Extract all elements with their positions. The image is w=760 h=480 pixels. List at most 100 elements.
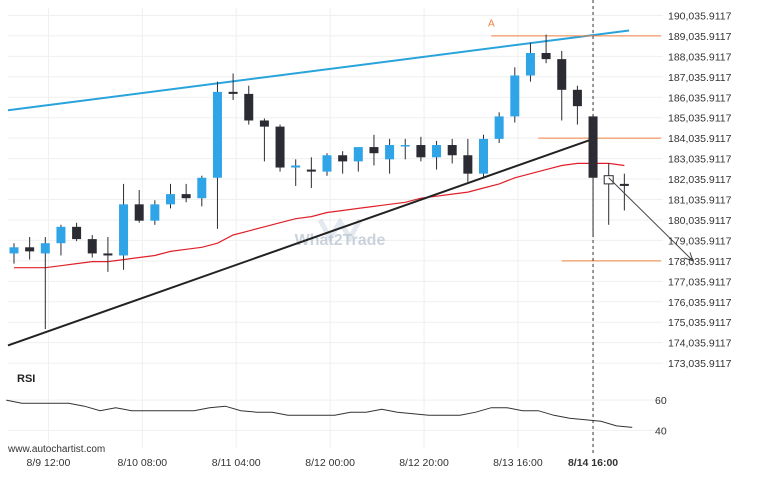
candle — [212, 81, 222, 229]
candle-body — [134, 204, 144, 221]
y-tick-label: 185,035.9117 — [668, 113, 732, 125]
rsi-tick-label: 40 — [655, 425, 667, 437]
candle — [557, 50, 567, 121]
watermark-text: What2Trade — [295, 232, 386, 249]
candle-body — [369, 147, 379, 154]
candle — [385, 138, 395, 174]
candle — [322, 153, 332, 176]
candle — [416, 136, 426, 162]
candle-body — [119, 204, 129, 256]
candle-body — [103, 253, 113, 256]
candle-body — [87, 239, 97, 254]
candle-body — [244, 93, 254, 121]
candle — [275, 124, 285, 172]
candle-body — [400, 145, 410, 147]
candle-body — [322, 155, 332, 172]
candle — [306, 157, 316, 188]
candle — [400, 138, 410, 160]
x-tick-label: 8/13 16:00 — [493, 457, 543, 469]
candle — [369, 134, 379, 166]
candle — [603, 163, 614, 225]
y-tick-label: 182,035.9117 — [668, 174, 732, 186]
candle — [197, 175, 207, 207]
y-tick-label: 187,035.9117 — [668, 72, 732, 84]
y-tick-label: 173,035.9117 — [668, 358, 732, 370]
y-tick-label: 178,035.9117 — [668, 256, 732, 268]
candle-body — [181, 194, 191, 199]
trendline-layer — [7, 29, 630, 347]
y-axis: 190,035.9117 189,035.9117 188,035.9117 187,… — [655, 10, 732, 437]
candle-body — [557, 59, 567, 90]
y-tick-label: 180,035.9117 — [668, 215, 732, 227]
candle-body — [572, 89, 582, 107]
x-tick-label: 8/10 08:00 — [118, 457, 168, 469]
candle — [447, 138, 457, 164]
candle — [244, 85, 254, 125]
candle-body — [306, 169, 316, 172]
candle — [510, 67, 520, 123]
candle — [119, 183, 129, 270]
candle-body — [259, 120, 269, 127]
candle-body — [603, 175, 614, 185]
candle — [87, 235, 97, 258]
y-tick-label: 186,035.9117 — [668, 92, 732, 104]
candle-body — [338, 155, 348, 162]
candle — [25, 237, 35, 260]
candle-body — [588, 116, 598, 178]
candle — [494, 112, 504, 143]
candle — [432, 140, 442, 170]
candle-layer — [9, 34, 629, 330]
forecast-arrow-line — [608, 177, 694, 262]
candle-body — [510, 75, 520, 117]
candle — [525, 42, 535, 82]
rsi-line — [6, 399, 633, 428]
candle — [228, 73, 238, 101]
x-tick-label: 8/11 04:00 — [212, 457, 261, 469]
level-layer — [491, 35, 661, 262]
y-tick-label: 175,035.9117 — [668, 317, 732, 329]
forecast-arrowhead-icon — [684, 252, 694, 262]
candle — [291, 159, 301, 186]
candle-body — [385, 145, 395, 160]
candle-body — [25, 247, 35, 252]
x-axis: 8/9 12:00 8/10 08:00 8/11 04:00 8/12 00:00 8… — [27, 457, 619, 469]
footer-credit: www.autochartist.com — [7, 444, 105, 455]
y-tick-label: 189,035.9117 — [668, 31, 732, 43]
y-tick-label: 176,035.9117 — [668, 297, 732, 309]
candle-body — [275, 126, 285, 168]
candle — [479, 134, 488, 178]
y-tick-label: 190,035.9117 — [668, 10, 732, 22]
upper-trendline — [7, 29, 630, 112]
candle-body — [463, 155, 473, 174]
y-tick-label: 184,035.9117 — [668, 133, 732, 145]
x-tick-label: 8/9 12:00 — [27, 457, 71, 469]
candle-body — [432, 145, 442, 158]
candle-body — [40, 243, 50, 254]
candle-body — [212, 91, 222, 178]
candle-body — [72, 226, 82, 240]
y-tick-label: 177,035.9117 — [668, 276, 732, 288]
rsi-panel: RSI — [6, 373, 633, 428]
y-tick-label: 174,035.9117 — [668, 338, 732, 350]
rsi-tick-label: 60 — [655, 395, 667, 407]
candle-body — [197, 177, 207, 199]
pattern-marker-label: A — [488, 18, 495, 29]
candle — [166, 183, 175, 209]
rsi-title: RSI — [17, 373, 35, 385]
candle-body — [525, 52, 535, 76]
x-tick-label: 8/12 00:00 — [305, 457, 355, 469]
candle-body — [447, 145, 457, 156]
candle-body — [541, 52, 551, 60]
annotation-layer: A — [488, 0, 694, 454]
candle — [72, 222, 82, 242]
candle-body — [291, 165, 301, 168]
candle-body — [494, 116, 504, 139]
candle — [181, 183, 191, 203]
x-tick-label: 8/14 16:00 — [568, 457, 618, 469]
candle-body — [56, 226, 66, 244]
candle — [150, 200, 160, 225]
candle-body — [9, 247, 19, 254]
candle — [103, 237, 113, 272]
y-tick-label: 181,035.9117 — [668, 195, 732, 207]
y-tick-label: 179,035.9117 — [668, 235, 732, 247]
